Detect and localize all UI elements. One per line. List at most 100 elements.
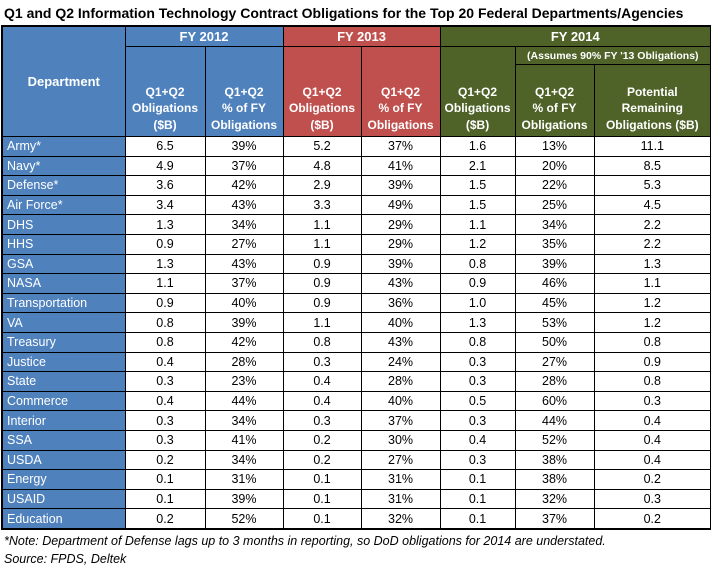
fy2014-remaining-cell: 8.5 <box>593 155 711 177</box>
fy2012-obligations-cell: 0.1 <box>124 469 206 490</box>
table-header: Department FY 2012 FY 2013 FY 2014 Q1+Q2… <box>1 25 711 137</box>
fy2014-obligations-cell: 1.6 <box>439 136 516 157</box>
fy2013-obligations-cell: 2.9 <box>282 175 362 196</box>
fy2012-obligations-cell: 0.3 <box>124 410 206 431</box>
fy2012-pct-cell: 52% <box>204 508 284 530</box>
fy2014-obligations-cell: 1.0 <box>439 292 516 314</box>
fy2014-obligations-cell: 0.1 <box>439 469 516 490</box>
fy2012-pct-cell: 37% <box>204 273 284 294</box>
fy2012-pct-cell: 39% <box>204 136 284 157</box>
fy2012-pct-cell: 27% <box>204 233 284 255</box>
fy2014-pct-cell: 50% <box>514 331 595 353</box>
fy2013-obligations-cell: 5.2 <box>282 136 362 157</box>
fy2014-obligations-cell: 0.5 <box>439 390 516 412</box>
fy2013-obligations-cell: 0.1 <box>282 488 362 510</box>
fy2013-pct-cell: 27% <box>360 449 441 471</box>
fy2013-obligations-cell: 0.3 <box>282 410 362 431</box>
fy2013-pct-cell: 39% <box>360 175 441 196</box>
footnote: *Note: Department of Defense lags up to … <box>4 533 606 548</box>
table-row: Defense* 3.6 42% 2.9 39% 1.5 22% 5.3 <box>1 175 711 196</box>
table-row: Justice 0.4 28% 0.3 24% 0.3 27% 0.9 <box>1 351 711 373</box>
department-cell: Transportation <box>1 292 126 314</box>
fy2013-band: FY 2013 <box>282 25 441 47</box>
table-row: HHS 0.9 27% 1.1 29% 1.2 35% 2.2 <box>1 233 711 255</box>
fy2013-pct-cell: 24% <box>360 351 441 373</box>
fy2014-obligations-cell: 0.3 <box>439 410 516 431</box>
department-cell: Treasury <box>1 331 126 353</box>
table-row: USDA 0.2 34% 0.2 27% 0.3 38% 0.4 <box>1 449 711 471</box>
fy2013-pct-cell: 30% <box>360 429 441 451</box>
fy2014-remaining-cell: 0.4 <box>593 410 711 431</box>
fy2013-obligations-cell: 0.9 <box>282 253 362 275</box>
fy2014-pct-cell: 28% <box>514 371 595 392</box>
table-row: Army* 6.5 39% 5.2 37% 1.6 13% 11.1 <box>1 136 711 157</box>
column-header-row: Q1+Q2 % of FY Obligations Potential Rema… <box>2 64 711 137</box>
fy2013-pct-cell: 40% <box>360 312 441 333</box>
fy2012-pct-cell: 42% <box>204 175 284 196</box>
fy2013-pct-cell: 37% <box>360 136 441 157</box>
fy2014-pct-cell: 27% <box>514 351 595 373</box>
fy2012-pct-cell: 31% <box>204 469 284 490</box>
fy2013-obligations-cell: 0.2 <box>282 429 362 451</box>
fy2013-pct-cell: 31% <box>360 488 441 510</box>
table-row: GSA 1.3 43% 0.9 39% 0.8 39% 1.3 <box>1 253 711 275</box>
fy2014-pct-cell: 60% <box>514 390 595 412</box>
fy2013-pct-cell: 29% <box>360 214 441 235</box>
fy2012-obligations-cell: 0.2 <box>124 449 206 471</box>
fy2014-obligations-cell: 1.3 <box>439 312 516 333</box>
fy2014-pct-cell: 34% <box>514 214 595 235</box>
fy2014-pct-cell: 46% <box>514 273 595 294</box>
fy2014-pct-cell: 32% <box>514 488 595 510</box>
fy2014-remaining-cell: 0.4 <box>593 449 711 471</box>
fy2014-remaining-cell: 1.1 <box>593 273 711 294</box>
fy2014-remaining-cell: 0.2 <box>593 469 711 490</box>
table-row: Commerce 0.4 44% 0.4 40% 0.5 60% 0.3 <box>1 390 711 412</box>
fy2012-pct-cell: 40% <box>204 292 284 314</box>
department-cell: Commerce <box>1 390 126 412</box>
fy2014-potential-remaining-header: Potential Remaining Obligations ($B) <box>593 64 711 137</box>
table-body: Army* 6.5 39% 5.2 37% 1.6 13% 11.1 Navy*… <box>1 136 711 530</box>
fy2012-obligations-cell: 0.1 <box>124 488 206 510</box>
fy2013-obligations-header: Q1+Q2 Obligations ($B) <box>282 46 362 137</box>
fy2013-obligations-cell: 0.9 <box>282 273 362 294</box>
fy2013-obligations-cell: 0.1 <box>282 469 362 490</box>
fy2014-remaining-cell: 11.1 <box>593 136 711 157</box>
fy2014-pct-header: Q1+Q2 % of FY Obligations <box>514 64 595 137</box>
fy2013-pct-cell: 41% <box>360 155 441 177</box>
fy2014-remaining-cell: 0.3 <box>593 390 711 412</box>
fy2012-pct-cell: 23% <box>204 371 284 392</box>
fy2014-obligations-cell: 0.9 <box>439 273 516 294</box>
fy2012-pct-cell: 39% <box>204 488 284 510</box>
fy2012-obligations-cell: 3.6 <box>124 175 206 196</box>
table-row: VA 0.8 39% 1.1 40% 1.3 53% 1.2 <box>1 312 711 333</box>
fy2013-pct-cell: 43% <box>360 331 441 353</box>
fy2013-pct-cell: 28% <box>360 371 441 392</box>
department-cell: DHS <box>1 214 126 235</box>
fy2012-obligations-cell: 0.8 <box>124 331 206 353</box>
fy2012-pct-cell: 43% <box>204 194 284 216</box>
fy2013-pct-cell: 32% <box>360 508 441 530</box>
fy2014-obligations-cell: 0.1 <box>439 488 516 510</box>
table-row: Education 0.2 52% 0.1 32% 0.1 37% 0.2 <box>1 508 711 530</box>
fy2012-band: FY 2012 <box>124 25 284 47</box>
fy2014-remaining-cell: 0.4 <box>593 429 711 451</box>
fy2013-pct-cell: 49% <box>360 194 441 216</box>
fy2014-pct-cell: 38% <box>514 469 595 490</box>
fy2014-pct-cell: 35% <box>514 233 595 255</box>
fy2014-pct-cell: 20% <box>514 155 595 177</box>
fy2013-obligations-cell: 0.8 <box>282 331 362 353</box>
fy2012-pct-cell: 44% <box>204 390 284 412</box>
fy2012-pct-cell: 34% <box>204 449 284 471</box>
fy2012-obligations-cell: 1.1 <box>124 273 206 294</box>
source-line: Source: FPDS, Deltek <box>4 551 127 566</box>
department-cell: Air Force* <box>1 194 126 216</box>
table-row: Air Force* 3.4 43% 3.3 49% 1.5 25% 4.5 <box>1 194 711 216</box>
table-row: DHS 1.3 34% 1.1 29% 1.1 34% 2.2 <box>1 214 711 235</box>
fy2014-obligations-cell: 0.3 <box>439 351 516 373</box>
fy2014-pct-cell: 37% <box>514 508 595 530</box>
fy2013-obligations-cell: 1.1 <box>282 233 362 255</box>
fy2012-obligations-cell: 3.4 <box>124 194 206 216</box>
fy2014-remaining-cell: 1.2 <box>593 292 711 314</box>
department-cell: VA <box>1 312 126 333</box>
fy2013-pct-cell: 40% <box>360 390 441 412</box>
